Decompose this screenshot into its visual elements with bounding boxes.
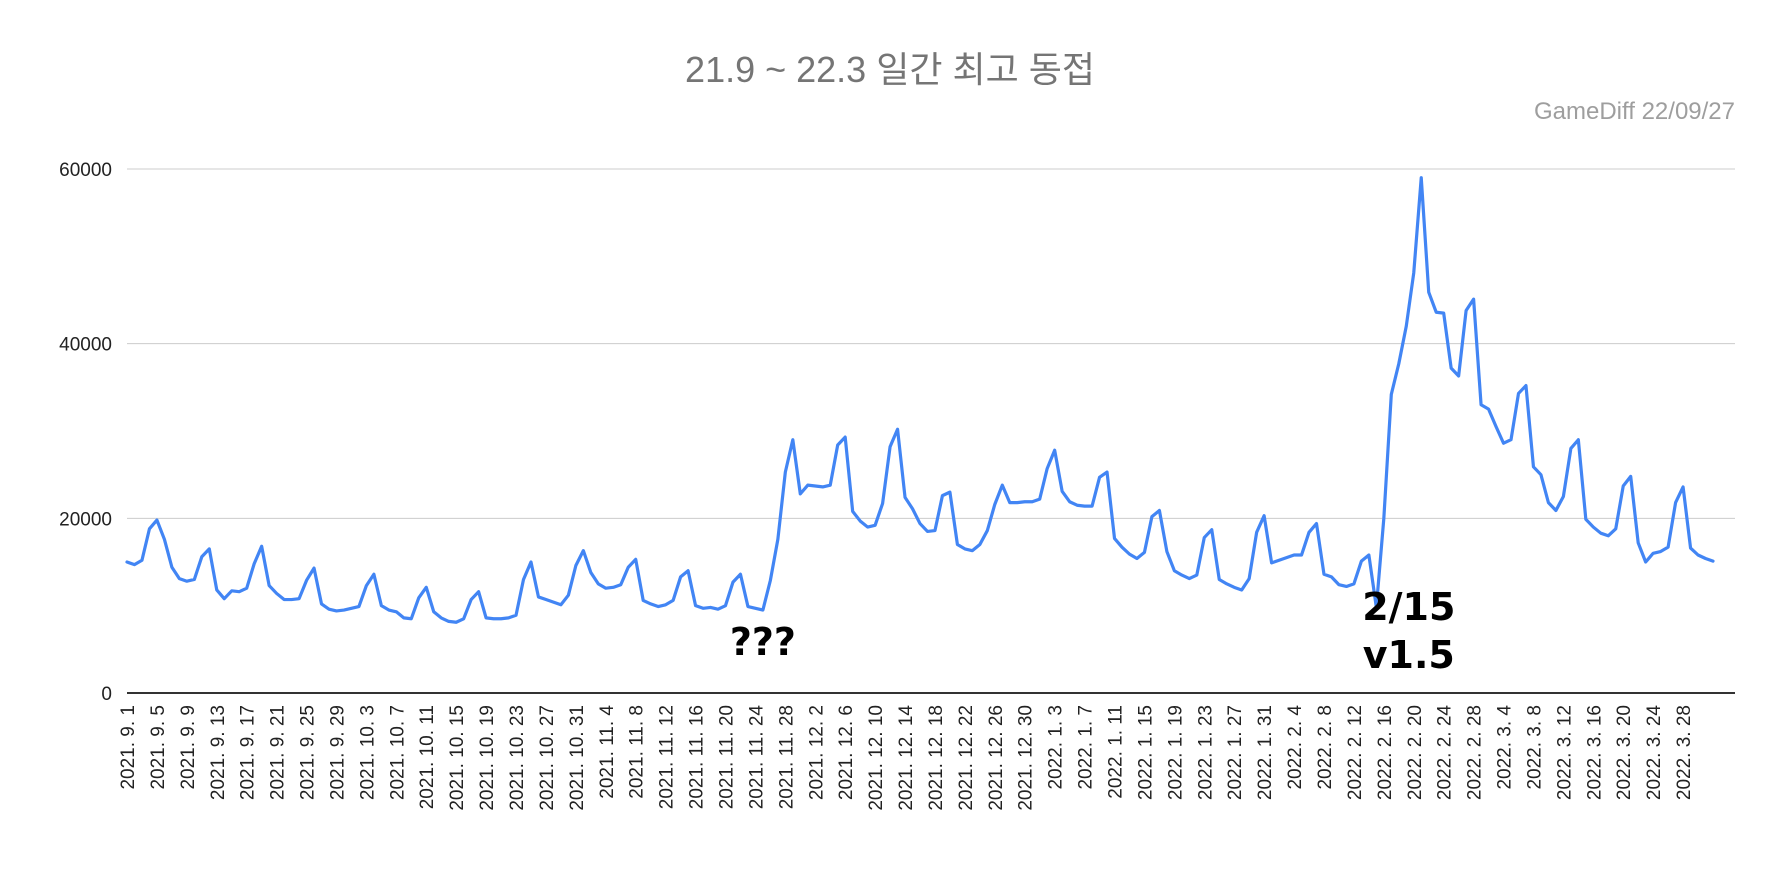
x-tick-label: 2022. 2. 16 xyxy=(1375,705,1396,800)
x-tick-label: 2022. 2. 28 xyxy=(1465,705,1486,800)
x-tick-label: 2021. 12. 26 xyxy=(986,705,1007,811)
x-tick-label: 2022. 1. 31 xyxy=(1255,705,1276,800)
x-tick-label: 2021. 9. 9 xyxy=(178,705,199,790)
x-tick-label: 2022. 3. 16 xyxy=(1584,705,1605,800)
x-tick-label: 2021. 12. 6 xyxy=(836,705,857,800)
x-tick-label: 2022. 1. 7 xyxy=(1076,705,1097,790)
y-tick-label: 0 xyxy=(101,684,112,705)
x-tick-label: 2021. 11. 12 xyxy=(657,705,678,809)
x-tick-label: 2021. 10. 3 xyxy=(357,705,378,800)
y-tick-label: 60000 xyxy=(59,160,112,181)
x-tick-label: 2021. 10. 23 xyxy=(507,705,528,811)
x-tick-label: 2022. 3. 12 xyxy=(1554,705,1575,800)
x-tick-label: 2022. 2. 12 xyxy=(1345,705,1366,800)
x-tick-label: 2021. 11. 28 xyxy=(776,705,797,809)
source-label: GameDiff 22/09/27 xyxy=(1534,98,1735,125)
x-tick-label: 2022. 3. 28 xyxy=(1674,705,1695,800)
x-tick-label: 2022. 1. 27 xyxy=(1225,705,1246,800)
x-tick-label: 2022. 1. 19 xyxy=(1165,705,1186,800)
x-tick-label: 2022. 2. 8 xyxy=(1315,705,1336,790)
x-tick-label: 2021. 12. 22 xyxy=(956,705,977,811)
annotation-label: ??? xyxy=(730,620,796,664)
x-tick-label: 2021. 11. 24 xyxy=(746,705,767,810)
x-tick-label: 2022. 1. 23 xyxy=(1195,705,1216,800)
x-tick-label: 2021. 11. 16 xyxy=(687,705,708,809)
x-tick-label: 2021. 11. 8 xyxy=(627,705,648,799)
y-axis-ticks: 0 20000 40000 60000 xyxy=(59,160,112,705)
x-tick-label: 2021. 12. 18 xyxy=(926,705,947,811)
x-tick-label: 2021. 9. 1 xyxy=(118,705,139,790)
x-tick-label: 2021. 10. 11 xyxy=(417,705,438,809)
x-tick-label: 2021. 10. 19 xyxy=(477,705,498,811)
x-tick-label: 2022. 3. 8 xyxy=(1524,705,1545,790)
x-tick-label: 2021. 12. 10 xyxy=(866,705,887,811)
x-tick-label: 2021. 10. 27 xyxy=(537,705,558,811)
x-tick-label: 2022. 3. 24 xyxy=(1644,705,1665,801)
x-tick-label: 2021. 11. 20 xyxy=(716,705,737,809)
x-tick-label: 2022. 1. 3 xyxy=(1046,705,1067,790)
x-tick-label: 2022. 1. 11 xyxy=(1106,705,1127,799)
x-tick-label: 2022. 2. 24 xyxy=(1435,705,1456,801)
chart-title: 21.9 ~ 22.3 일간 최고 동접 xyxy=(685,49,1095,90)
x-tick-label: 2021. 9. 17 xyxy=(238,705,259,800)
x-tick-label: 2021. 9. 21 xyxy=(268,705,289,800)
grid-lines xyxy=(127,168,1735,519)
x-tick-label: 2021. 9. 5 xyxy=(148,705,169,790)
x-tick-label: 2021. 10. 31 xyxy=(567,705,588,811)
x-tick-label: 2021. 10. 15 xyxy=(447,705,468,811)
x-tick-label: 2022. 3. 4 xyxy=(1495,705,1516,790)
x-tick-label: 2021. 12. 2 xyxy=(806,705,827,800)
x-axis-ticks: 2021. 9. 1 2021. 9. 5 2021. 9. 9 2021. 9. 1… xyxy=(118,705,1695,811)
annotation-label: 2/15 xyxy=(1362,585,1455,629)
y-tick-label: 20000 xyxy=(59,509,112,530)
x-tick-label: 2021. 9. 13 xyxy=(208,705,229,800)
annotation-label: v1.5 xyxy=(1363,633,1455,677)
x-tick-label: 2021. 11. 4 xyxy=(597,705,618,799)
x-tick-label: 2021. 12. 30 xyxy=(1016,705,1037,811)
x-tick-label: 2021. 12. 14 xyxy=(896,705,917,811)
x-tick-label: 2022. 3. 20 xyxy=(1614,705,1635,800)
series-line xyxy=(125,176,1715,624)
x-tick-label: 2021. 9. 29 xyxy=(327,705,348,800)
y-tick-label: 40000 xyxy=(59,335,112,356)
x-tick-label: 2022. 2. 20 xyxy=(1405,705,1426,800)
x-tick-label: 2022. 1. 15 xyxy=(1135,705,1156,800)
x-tick-label: 2021. 9. 25 xyxy=(298,705,319,800)
x-tick-label: 2021. 10. 7 xyxy=(387,705,408,800)
x-tick-label: 2022. 2. 4 xyxy=(1285,705,1306,790)
